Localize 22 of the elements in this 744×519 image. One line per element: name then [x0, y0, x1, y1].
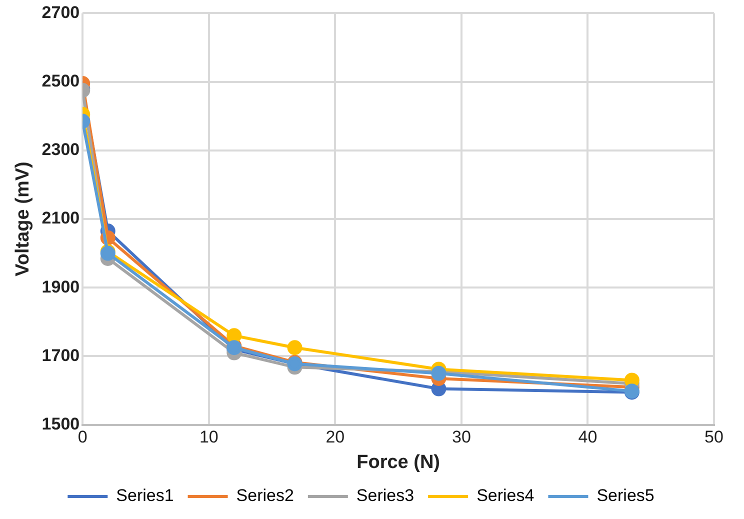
x-tick-label: 20 — [326, 428, 345, 447]
x-tick-label: 40 — [578, 428, 598, 447]
y-axis-title: Voltage (mV) — [12, 162, 34, 276]
x-tick-label: 30 — [452, 428, 471, 447]
legend-label: Series5 — [596, 486, 654, 506]
y-tick-label: 2500 — [42, 71, 80, 90]
y-tick-label: 2300 — [42, 140, 80, 160]
y-tick-label: 1500 — [42, 414, 80, 434]
y-tick-label: 2100 — [42, 208, 80, 228]
y-tick-label: 1700 — [42, 346, 80, 365]
legend-label: Series4 — [476, 486, 534, 506]
point — [287, 340, 302, 356]
point — [226, 328, 242, 344]
y-tick-label: 2700 — [42, 2, 80, 22]
legend-label: Series1 — [116, 486, 174, 506]
x-axis-title: Force (N) — [356, 452, 440, 473]
x-tick-label: 50 — [704, 428, 724, 447]
y-tick-label: 1900 — [42, 277, 80, 296]
legend-label: Series2 — [236, 486, 294, 506]
x-tick-label: 10 — [199, 428, 218, 447]
legend-label: Series3 — [356, 486, 414, 506]
x-tick-label: 0 — [78, 428, 88, 447]
